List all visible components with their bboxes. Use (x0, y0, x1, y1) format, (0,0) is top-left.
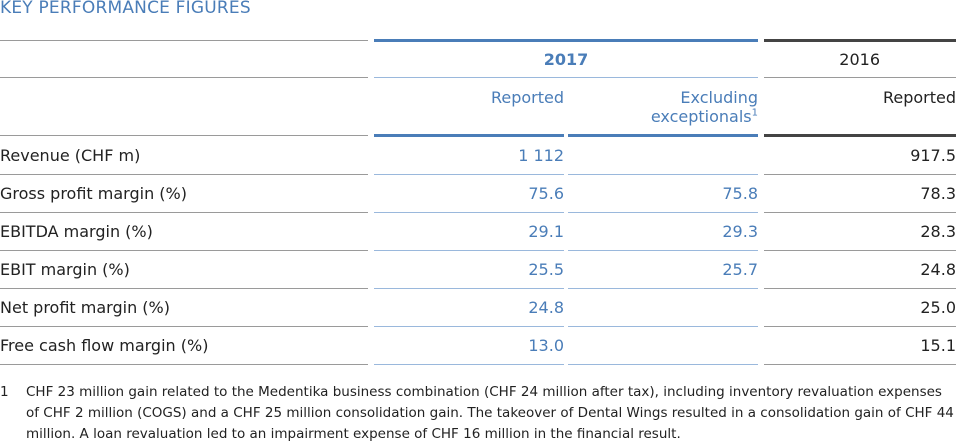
row-rule-label (0, 174, 368, 175)
row-rule-2016 (764, 250, 956, 251)
row-rule-excluding (568, 174, 758, 175)
row-label: Gross profit margin (%) (0, 184, 187, 203)
row-value-reported-2017: 29.1 (528, 222, 564, 241)
row-rule-excluding (568, 212, 758, 213)
colhead-rule-excluding (568, 134, 758, 137)
row-value-reported-2017: 24.8 (528, 298, 564, 317)
row-rule-2016 (764, 174, 956, 175)
row-label: Revenue (CHF m) (0, 146, 141, 165)
row-rule-reported (374, 250, 564, 251)
year-2016-heading: 2016 (839, 50, 880, 69)
row-value-excluding-2017: 25.7 (722, 260, 758, 279)
row-rule-label (0, 212, 368, 213)
reported-2017-heading: Reported (490, 88, 564, 107)
row-rule-2016 (764, 212, 956, 213)
row-rule-excluding (568, 250, 758, 251)
row-value-reported-2017: 13.0 (528, 336, 564, 355)
page-title: KEY PERFORMANCE FIGURES (0, 0, 251, 18)
row-label: Net profit margin (%) (0, 298, 170, 317)
row-value-reported-2016: 25.0 (920, 298, 956, 317)
row-label: EBITDA margin (%) (0, 222, 153, 241)
row-rule-label (0, 326, 368, 327)
row-value-reported-2017: 75.6 (528, 184, 564, 203)
subheader-rule-2016 (764, 77, 956, 78)
footnote-number: 1 (0, 384, 9, 400)
row-rule-2016 (764, 364, 956, 365)
row-label: Free cash flow margin (%) (0, 336, 209, 355)
row-rule-label (0, 250, 368, 251)
row-rule-2016 (764, 288, 956, 289)
row-rule-2016 (764, 326, 956, 327)
row-rule-reported (374, 364, 564, 365)
row-value-excluding-2017: 29.3 (722, 222, 758, 241)
subheader-rule-2017 (374, 77, 758, 78)
row-rule-reported (374, 288, 564, 289)
row-rule-excluding (568, 364, 758, 365)
row-value-reported-2017: 25.5 (528, 260, 564, 279)
row-label: EBIT margin (%) (0, 260, 130, 279)
row-rule-reported (374, 174, 564, 175)
row-rule-excluding (568, 326, 758, 327)
header-rule-label (0, 40, 368, 41)
colhead-rule-reported (374, 134, 564, 137)
row-rule-reported (374, 326, 564, 327)
row-rule-label (0, 364, 368, 365)
row-value-reported-2017: 1 112 (518, 146, 564, 165)
row-value-reported-2016: 24.8 (920, 260, 956, 279)
reported-2016-heading: Reported (882, 88, 956, 107)
colhead-rule-label (0, 135, 368, 136)
year-2017-heading: 2017 (543, 50, 589, 69)
header-rule-2016 (764, 39, 956, 42)
row-value-reported-2016: 78.3 (920, 184, 956, 203)
excluding-heading: Excluding exceptionals1 (650, 88, 758, 126)
row-rule-label (0, 288, 368, 289)
subheader-rule-label (0, 77, 368, 78)
row-value-reported-2016: 28.3 (920, 222, 956, 241)
row-value-reported-2016: 15.1 (920, 336, 956, 355)
footnote-text: CHF 23 million gain related to the Meden… (26, 384, 954, 442)
row-rule-reported (374, 212, 564, 213)
colhead-rule-2016 (764, 134, 956, 137)
row-value-reported-2016: 917.5 (910, 146, 956, 165)
row-value-excluding-2017: 75.8 (722, 184, 758, 203)
header-rule-2017 (374, 39, 758, 42)
row-rule-excluding (568, 288, 758, 289)
